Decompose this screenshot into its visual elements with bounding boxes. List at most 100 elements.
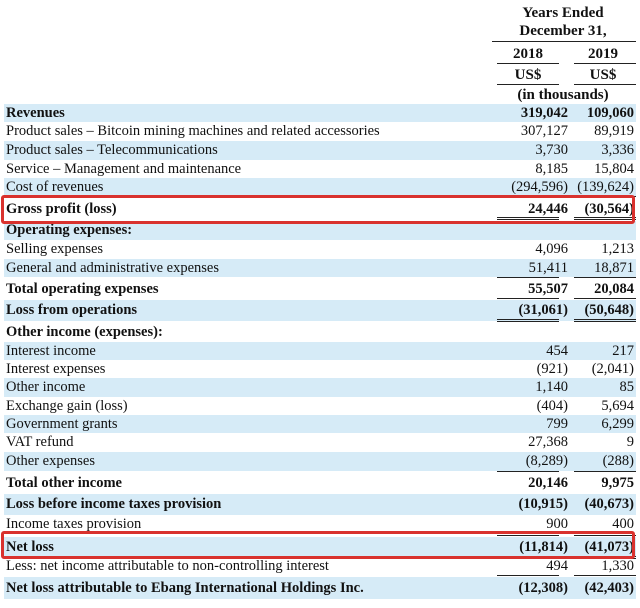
table-row: Service – Management and maintenance 8,18… [4, 160, 636, 178]
subtotal-rule-nci-2018 [497, 575, 559, 576]
row-label: Net loss [6, 539, 54, 555]
value-2018: 20,146 [528, 475, 568, 491]
table-row: Product sales – Telecommunications 3,730 3… [4, 141, 636, 160]
subtotal-rule-opex-2019 [574, 277, 636, 278]
value-2018: (11,814) [519, 539, 568, 555]
table-row: VAT refund 27,368 9 [4, 433, 636, 452]
value-2018: 27,368 [528, 434, 568, 450]
row-label: General and administrative expenses [6, 260, 219, 276]
value-2019: (139,624) [577, 179, 634, 195]
value-2019: 6,299 [601, 416, 634, 432]
table-row: Other expenses (8,289) (288) [4, 452, 636, 471]
value-2019: 9,975 [601, 475, 634, 491]
value-2018: 1,140 [535, 379, 568, 395]
row-label: Net loss attributable to Ebang Internati… [6, 580, 364, 596]
table-row: Income taxes provision 900 400 [4, 515, 636, 534]
double-rule-gross-profit-2019 [574, 217, 636, 220]
row-label: Exchange gain (loss) [6, 398, 128, 414]
table-row: Loss from operations (31,061) (50,648) [4, 300, 636, 321]
value-2019: 400 [612, 516, 634, 532]
table-row: Interest expenses (921) (2,041) [4, 360, 636, 378]
value-2019: 9 [626, 434, 634, 450]
double-rule-net-loss-2018 [497, 556, 559, 559]
value-2019: (50,648) [584, 302, 634, 318]
row-label: Cost of revenues [6, 179, 104, 195]
double-rule-gross-profit-2018 [497, 217, 559, 220]
value-2018: 319,042 [520, 105, 568, 121]
year-2019-header: 2019 [588, 46, 618, 62]
table-row: Total other income 20,146 9,975 [4, 473, 636, 493]
table-row: Other income 1,140 85 [4, 378, 636, 397]
table-row: Less: net income attributable to non-con… [4, 557, 636, 575]
value-2019: (41,073) [584, 539, 634, 555]
value-2018: 24,446 [528, 201, 568, 217]
value-2019: (42,403) [584, 580, 634, 596]
row-label: Product sales – Bitcoin mining machines … [6, 123, 380, 139]
table-row: Total operating expenses 55,507 20,084 [4, 279, 636, 299]
value-2018: (10,915) [518, 496, 568, 512]
value-2018: 900 [546, 516, 568, 532]
table-row: Operating expenses: [4, 221, 636, 240]
period-header-rule [492, 41, 636, 42]
table-row: Interest income 454 217 [4, 342, 636, 360]
double-rule-loss-ops-2019 [574, 319, 636, 322]
row-label: Loss from operations [6, 302, 138, 318]
table-row: Selling expenses 4,096 1,213 [4, 240, 636, 259]
value-2018: (921) [536, 361, 568, 377]
value-2019: (2,041) [591, 361, 634, 377]
table-row: General and administrative expenses 51,41… [4, 259, 636, 277]
table-row: Net loss attributable to Ebang Internati… [4, 577, 636, 599]
table-row: Other income (expenses): [4, 323, 636, 342]
value-2019: (40,673) [584, 496, 634, 512]
subtotal-rule-nci-2019 [574, 575, 636, 576]
subtotal-rule-total-opex-2019 [574, 298, 636, 299]
row-label: Selling expenses [6, 241, 104, 257]
table-row: Exchange gain (loss) (404) 5,694 [4, 397, 636, 415]
table-row: Government grants 799 6,299 [4, 415, 636, 433]
value-2018: (404) [536, 398, 568, 414]
table-row: Gross profit (loss) 24,446 (30,564) [4, 198, 636, 220]
value-2018: 454 [546, 343, 568, 359]
row-label: Loss before income taxes provision [6, 496, 222, 512]
value-2019: 217 [612, 343, 634, 359]
subtotal-rule-tax-2018 [497, 535, 559, 536]
value-2018: 4,096 [535, 241, 568, 257]
value-2018: (8,289) [525, 453, 568, 469]
currency-2018-rule [497, 84, 559, 85]
value-2019: 15,804 [594, 161, 634, 177]
row-label: Revenues [6, 105, 65, 121]
subtotal-rule-cost-2019 [574, 196, 636, 197]
units-header: (in thousands) [517, 87, 609, 103]
table-row: Cost of revenues (294,596) (139,624) [4, 178, 636, 196]
row-label: Total other income [6, 475, 122, 491]
subtotal-rule-cost-2018 [497, 196, 559, 197]
subtotal-rule-total-opex-2018 [497, 298, 559, 299]
row-label: Service – Management and maintenance [6, 161, 242, 177]
table-row: Loss before income taxes provision (10,91… [4, 494, 636, 515]
row-label: VAT refund [6, 434, 74, 450]
currency-2019-rule [574, 84, 636, 85]
row-label: Product sales – Telecommunications [6, 142, 218, 158]
row-label: Interest income [6, 343, 96, 359]
row-label: Other income [6, 379, 86, 395]
year-2018-header: 2018 [513, 46, 543, 62]
value-2019: (288) [602, 453, 634, 469]
value-2018: 307,127 [520, 123, 568, 139]
year-2018-rule [497, 63, 559, 64]
value-2018: (294,596) [511, 179, 568, 195]
period-header-line2: December 31, [519, 23, 607, 39]
table-row: Revenues 319,042 109,060 [4, 104, 636, 122]
currency-2019-header: US$ [589, 67, 617, 83]
subtotal-rule-other-2019 [574, 471, 636, 472]
row-label: Other expenses [6, 453, 95, 469]
value-2019: 109,060 [586, 105, 634, 121]
value-2018: (31,061) [518, 302, 568, 318]
value-2019: 18,871 [594, 260, 634, 276]
double-rule-net-loss-2019 [574, 556, 636, 559]
value-2018: (12,308) [518, 580, 568, 596]
value-2019: 89,919 [594, 123, 634, 139]
value-2019: (30,564) [584, 201, 634, 217]
value-2019: 20,084 [594, 281, 634, 297]
period-header-line1: Years Ended [522, 5, 604, 21]
